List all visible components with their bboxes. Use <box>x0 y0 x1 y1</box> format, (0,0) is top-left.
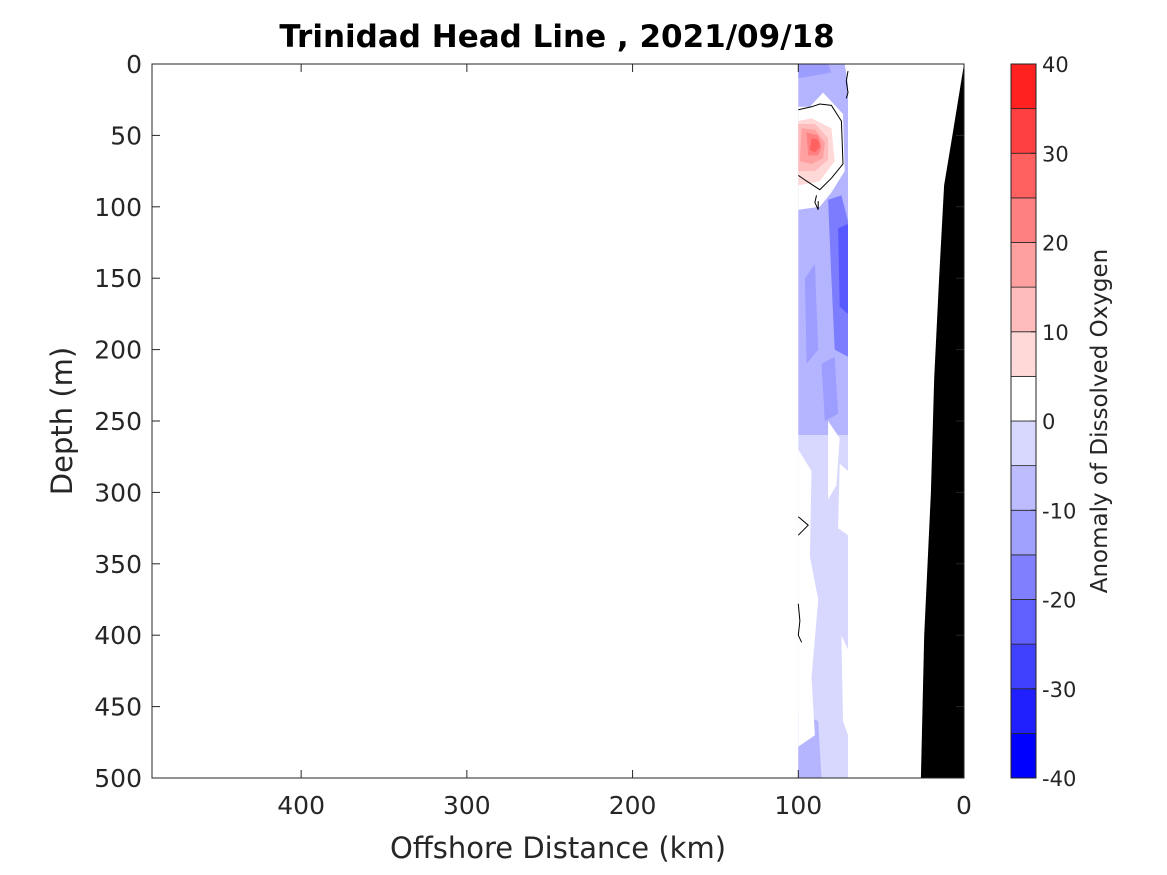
y-axis-label: Depth (m) <box>45 347 79 495</box>
colorbar-label: Anomaly of Dissolved Oxygen <box>1087 249 1113 594</box>
x-axis-label: Offshore Distance (km) <box>390 831 726 865</box>
zero-contour-line-3 <box>797 516 809 536</box>
y-tick-label: 100 <box>94 193 142 222</box>
colorbar-tick-label: 10 <box>1042 321 1069 345</box>
contour-region-1 <box>798 64 832 79</box>
colorbar-swatch <box>1010 643 1037 690</box>
contour-region-11 <box>798 449 819 747</box>
colorbar-swatch <box>1010 465 1037 511</box>
colorbar-tick-label: 20 <box>1042 232 1069 256</box>
y-tick-label: 350 <box>94 550 142 579</box>
zero-contour-line-1 <box>845 71 849 99</box>
chart-title: Trinidad Head Line , 2021/09/18 <box>279 19 834 55</box>
x-tick-label: 200 <box>609 791 657 820</box>
contour-fill-layer <box>798 64 858 778</box>
colorbar-tick-label: 0 <box>1042 410 1055 434</box>
zero-contour-layer <box>797 71 849 643</box>
colorbar-swatch <box>1010 242 1037 288</box>
contour-region-13 <box>841 635 848 736</box>
contour-region-12 <box>838 463 848 536</box>
y-tick-label: 150 <box>94 264 142 293</box>
plot-area: 400 300 200 100 0 0 50 100 150 200 250 300 350 400 45… <box>94 50 972 820</box>
colorbar-swatch <box>1010 286 1037 333</box>
zero-contour-line-0 <box>798 103 844 191</box>
colorbar-swatch <box>1010 599 1037 645</box>
colorbar-tick-label: -20 <box>1042 589 1076 613</box>
colorbar-swatch <box>1010 688 1037 734</box>
contour-region-18 <box>809 138 820 153</box>
y-tick-label: 200 <box>94 336 142 365</box>
colorbar-swatch <box>1010 509 1037 556</box>
y-tick-label: 50 <box>110 121 142 150</box>
x-tick-label: 400 <box>277 791 325 820</box>
x-axis-ticks: 400 300 200 100 0 <box>277 64 972 820</box>
y-tick-label: 250 <box>94 407 142 436</box>
contour-region-7 <box>821 356 839 421</box>
colorbar-swatch <box>1010 732 1037 779</box>
colorbar-tick-label: -30 <box>1042 678 1076 702</box>
colorbar: 40 30 20 10 0 -10 -20 -30 -40 <box>1010 53 1076 791</box>
contour-region-5 <box>838 223 848 314</box>
x-tick-label: 0 <box>956 791 972 820</box>
zero-contour-line-2 <box>814 195 819 210</box>
colorbar-tick-label: -40 <box>1042 767 1076 791</box>
colorbar-swatch <box>1010 554 1037 600</box>
y-tick-label: 450 <box>94 693 142 722</box>
colorbar-swatch <box>1010 197 1037 243</box>
contour-region-10 <box>828 421 840 500</box>
colorbar-swatch <box>1010 152 1037 199</box>
bathymetry-layer <box>920 64 964 778</box>
x-tick-label: 100 <box>774 791 822 820</box>
colorbar-swatch <box>1010 108 1037 154</box>
colorbar-tick-label: 30 <box>1042 142 1069 166</box>
colorbar-swatch <box>1010 63 1037 110</box>
zero-contour-line-4 <box>797 603 803 643</box>
colorbar-tick-label: -10 <box>1042 499 1076 523</box>
colorbar-tick-label: 40 <box>1042 53 1069 77</box>
y-axis-ticks: 0 50 100 150 200 250 300 350 400 450 500 <box>94 50 964 793</box>
colorbar-swatch <box>1010 331 1037 377</box>
contour-region-9 <box>844 64 858 107</box>
y-tick-label: 0 <box>126 50 142 79</box>
y-tick-label: 500 <box>94 764 142 793</box>
contour-region-6 <box>804 263 819 364</box>
colorbar-swatch <box>1010 420 1037 467</box>
y-tick-label: 400 <box>94 621 142 650</box>
colorbar-swatch <box>1010 375 1037 422</box>
x-tick-label: 300 <box>443 791 491 820</box>
seafloor-bathymetry <box>920 64 964 778</box>
y-tick-label: 300 <box>94 478 142 507</box>
